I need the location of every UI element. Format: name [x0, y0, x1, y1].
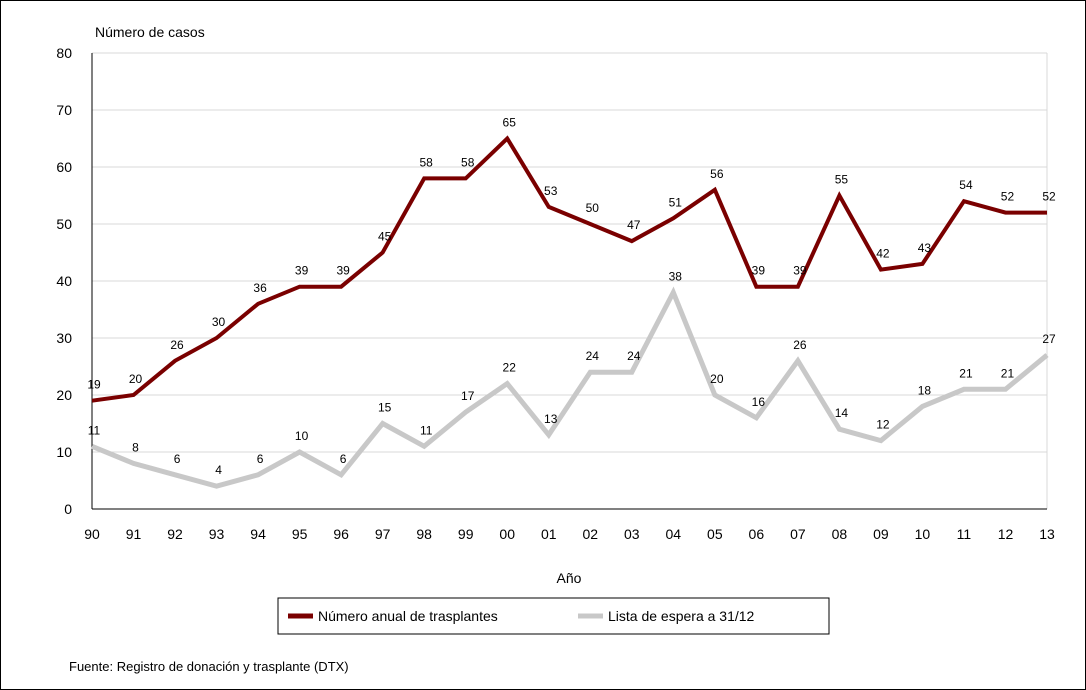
x-tick-label: 96 — [333, 526, 349, 542]
data-label-transplants: 58 — [419, 155, 433, 169]
data-label-waitlist: 24 — [586, 349, 600, 363]
data-label-transplants: 51 — [669, 195, 683, 209]
data-label-transplants: 20 — [129, 372, 143, 386]
x-tick-label: 95 — [292, 526, 308, 542]
data-label-waitlist: 20 — [710, 372, 724, 386]
data-label-transplants: 47 — [627, 218, 641, 232]
x-tick-label: 99 — [458, 526, 474, 542]
x-tick-label: 90 — [84, 526, 100, 542]
data-label-transplants: 36 — [253, 281, 267, 295]
legend-label-waitlist: Lista de espera a 31/12 — [608, 608, 755, 624]
legend-box — [277, 597, 830, 635]
series-lines — [91, 135, 1049, 489]
data-label-waitlist: 8 — [132, 440, 139, 454]
x-tick-label: 06 — [749, 526, 765, 542]
data-label-waitlist: 21 — [1001, 366, 1015, 380]
series-line-transplants — [91, 135, 1047, 403]
y-tick-label: 20 — [56, 387, 72, 403]
x-tick-label: 12 — [998, 526, 1014, 542]
data-label-transplants: 52 — [1001, 190, 1015, 204]
data-label-transplants: 39 — [336, 264, 350, 278]
x-axis-title: Año — [557, 570, 582, 586]
data-label-waitlist: 24 — [627, 349, 641, 363]
y-tick-label: 50 — [56, 216, 72, 232]
data-label-transplants: 65 — [503, 116, 517, 130]
data-labels: 11 8 6 4 6 10 6 15 11 17 22 13 24 24 38 20 16 26 14 12 18 21 2… — [87, 116, 1056, 478]
x-tick-label: 08 — [832, 526, 848, 542]
data-label-waitlist: 4 — [215, 463, 222, 477]
gridlines — [92, 52, 1048, 509]
x-tick-label: 94 — [250, 526, 266, 542]
data-label-transplants: 30 — [212, 315, 226, 329]
data-label-transplants: 45 — [378, 230, 392, 244]
data-label-waitlist: 14 — [835, 406, 849, 420]
data-label-transplants: 54 — [959, 178, 973, 192]
x-tick-label: 00 — [499, 526, 515, 542]
data-label-waitlist: 6 — [257, 452, 264, 466]
y-tick-label: 60 — [56, 159, 72, 175]
x-tick-label: 10 — [915, 526, 931, 542]
x-tick-label: 92 — [167, 526, 183, 542]
y-tick-label: 30 — [56, 330, 72, 346]
data-label-waitlist: 13 — [544, 412, 558, 426]
data-label-transplants: 39 — [752, 264, 766, 278]
data-label-waitlist: 38 — [669, 269, 683, 283]
data-label-transplants: 53 — [544, 184, 558, 198]
data-label-waitlist: 6 — [340, 452, 347, 466]
x-tick-label: 04 — [666, 526, 682, 542]
x-tick-label: 97 — [375, 526, 391, 542]
data-label-transplants: 55 — [835, 173, 849, 187]
data-label-waitlist: 21 — [959, 366, 973, 380]
data-label-transplants: 39 — [793, 264, 807, 278]
x-tick-label: 02 — [582, 526, 598, 542]
y-tick-label: 80 — [56, 45, 72, 61]
x-tick-label: 93 — [209, 526, 225, 542]
x-tick-label: 13 — [1039, 526, 1055, 542]
data-label-transplants: 43 — [918, 241, 932, 255]
y-axis-title: Número de casos — [95, 24, 205, 40]
legend: Número anual de trasplantes Lista de esp… — [277, 597, 830, 635]
data-label-waitlist: 12 — [876, 418, 890, 432]
data-label-waitlist: 10 — [295, 429, 309, 443]
data-label-waitlist: 11 — [88, 423, 101, 437]
data-label-waitlist: 11 — [420, 423, 433, 437]
y-tick-label: 10 — [56, 444, 72, 460]
x-tick-label: 09 — [873, 526, 889, 542]
data-label-waitlist: 17 — [461, 389, 475, 403]
x-tick-label: 03 — [624, 526, 640, 542]
data-label-transplants: 58 — [461, 155, 475, 169]
y-tick-label: 70 — [56, 102, 72, 118]
data-label-transplants: 56 — [710, 167, 724, 181]
x-tick-label: 11 — [957, 526, 972, 542]
data-label-waitlist: 26 — [793, 338, 807, 352]
legend-label-transplants: Número anual de trasplantes — [318, 608, 498, 624]
data-label-transplants: 26 — [170, 338, 184, 352]
data-label-transplants: 52 — [1042, 190, 1056, 204]
data-label-transplants: 50 — [586, 201, 600, 215]
data-label-waitlist: 16 — [752, 395, 766, 409]
x-tick-label: 91 — [126, 526, 142, 542]
series-line-waitlist — [91, 286, 1049, 489]
data-label-transplants: 39 — [295, 264, 309, 278]
x-tick-label: 98 — [416, 526, 432, 542]
x-tick-label: 01 — [541, 526, 557, 542]
data-label-waitlist: 27 — [1042, 332, 1056, 346]
y-tick-label: 40 — [56, 273, 72, 289]
data-label-transplants: 19 — [87, 378, 101, 392]
source-note: Fuente: Registro de donación y trasplant… — [69, 659, 349, 674]
x-tick-label: 07 — [790, 526, 806, 542]
data-label-waitlist: 22 — [503, 361, 517, 375]
data-label-transplants: 42 — [876, 247, 890, 261]
x-tick-label: 05 — [707, 526, 723, 542]
data-label-waitlist: 6 — [174, 452, 181, 466]
y-tick-label: 0 — [64, 501, 72, 517]
data-label-waitlist: 18 — [918, 383, 932, 397]
data-label-waitlist: 15 — [378, 401, 392, 415]
